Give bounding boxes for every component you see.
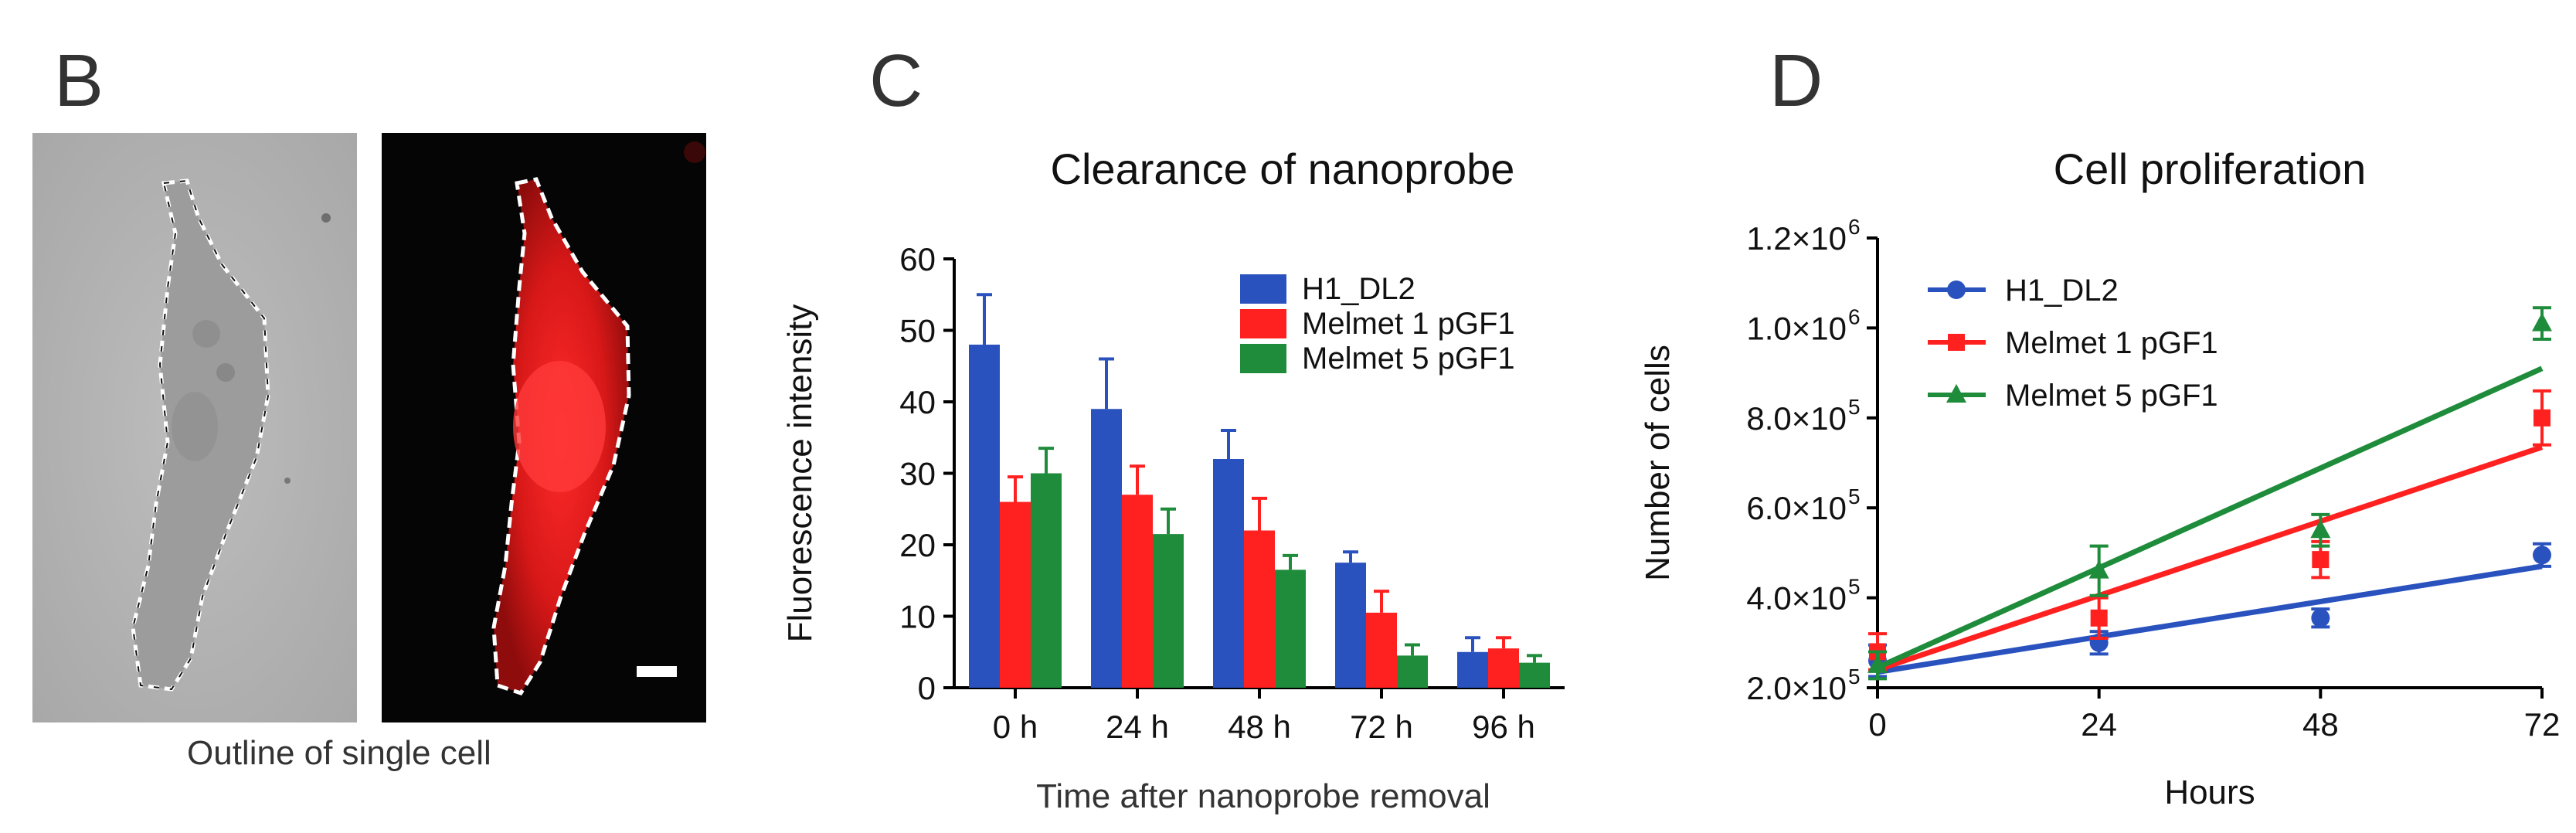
- chart-c-xtick-label: 96 h: [1472, 709, 1535, 745]
- bar: [1213, 459, 1244, 688]
- fit-line: [1876, 366, 2544, 671]
- chart-d-ylabel: Number of cells: [1639, 345, 1677, 581]
- chart-d-ytick-label: 1.0×10: [1746, 310, 1847, 346]
- bar: [1275, 570, 1306, 688]
- chart-d-ytick-label: 1.2×10: [1746, 220, 1847, 257]
- data-point: [2310, 519, 2331, 539]
- chart-d-ytick-exponent: 5: [1848, 395, 1861, 419]
- chart-c-ytick-label: 0: [918, 670, 936, 706]
- bar: [1153, 534, 1184, 688]
- fit-line: [1877, 563, 2543, 675]
- bar: [1000, 502, 1031, 688]
- chart-d-ytick-label: 8.0×10: [1746, 400, 1847, 437]
- chart-c-ytick-label: 10: [899, 599, 936, 635]
- chart-d-title: Cell proliferation: [2054, 144, 2367, 193]
- bar: [1122, 495, 1153, 688]
- bar: [1519, 662, 1550, 688]
- chart-d-ytick-exponent: 6: [1848, 304, 1861, 328]
- chart-c-xlabel: Time after nanoprobe removal: [1036, 777, 1490, 815]
- chart-c-xtick-label: 72 h: [1350, 709, 1413, 745]
- chart-d-ytick-label: 4.0×10: [1746, 580, 1847, 617]
- panel-b-letter: B: [54, 39, 104, 122]
- data-point: [2311, 608, 2330, 627]
- chart-c-ylabel: Fluorescence intensity: [781, 304, 819, 643]
- data-point: [2090, 609, 2108, 627]
- bar: [1031, 473, 1062, 688]
- chart-d-ytick-label: 2.0×10: [1746, 670, 1847, 706]
- chart-d-ytick-exponent: 6: [1848, 215, 1861, 239]
- chart-d-ytick-label: 6.0×10: [1746, 490, 1847, 526]
- panel-d-letter: D: [1769, 39, 1823, 122]
- data-point: [2088, 559, 2109, 579]
- legend-swatch: [1240, 274, 1286, 304]
- legend-label: H1_DL2: [2005, 274, 2119, 308]
- legend-label: H1_DL2: [1302, 272, 1415, 306]
- bar: [1335, 563, 1366, 688]
- chart-c-xtick-label: 48 h: [1228, 709, 1291, 745]
- data-point: [1948, 334, 1965, 351]
- chart-d-xtick-label: 48: [2302, 706, 2339, 743]
- bar: [1091, 409, 1122, 688]
- bar: [1397, 655, 1428, 688]
- chart-c-title: Clearance of nanoprobe: [1051, 144, 1515, 193]
- chart-c-ytick-label: 60: [899, 241, 936, 277]
- chart-d-xtick-label: 0: [1868, 706, 1886, 743]
- panel-c-letter: C: [869, 39, 923, 122]
- legend-swatch: [1240, 309, 1286, 338]
- data-point: [1867, 654, 1888, 673]
- chart-c-ytick-label: 50: [899, 313, 936, 349]
- fluorescence-cell-image: [382, 133, 706, 722]
- data-point: [1947, 280, 1966, 299]
- chart-d-xtick-label: 72: [2524, 706, 2561, 743]
- data-point: [2533, 546, 2551, 565]
- chart-d-ytick-exponent: 5: [1848, 575, 1861, 599]
- chart-d-ytick-exponent: 5: [1848, 665, 1861, 688]
- bar: [1366, 612, 1397, 688]
- chart-d-xtick-label: 24: [2081, 706, 2117, 743]
- legend-label: Melmet 1 pGF1: [2005, 326, 2218, 360]
- chart-c-ytick-label: 20: [899, 527, 936, 563]
- fit-line: [1876, 444, 2544, 673]
- chart-c-ytick-label: 30: [899, 456, 936, 492]
- chart-d-xlabel: Hours: [2164, 774, 2255, 811]
- brightfield-cell-image: [32, 133, 357, 722]
- scale-bar: [637, 666, 677, 677]
- chart-c-xtick-label: 0 h: [993, 709, 1038, 745]
- legend-label: Melmet 5 pGF1: [1302, 342, 1515, 376]
- legend-swatch: [1240, 344, 1286, 373]
- legend-label: Melmet 5 pGF1: [2005, 379, 2218, 413]
- bar: [969, 345, 1000, 688]
- legend-label: Melmet 1 pGF1: [1302, 307, 1515, 341]
- data-point: [2534, 409, 2551, 427]
- chart-c-ytick-label: 40: [899, 384, 936, 420]
- data-point: [2312, 551, 2330, 569]
- data-point: [1946, 384, 1966, 403]
- bar: [1244, 530, 1275, 688]
- bar: [1457, 651, 1488, 688]
- bar: [1488, 648, 1519, 688]
- data-point: [2532, 312, 2552, 332]
- panel-b-caption: Outline of single cell: [187, 734, 491, 772]
- chart-d-ytick-exponent: 5: [1848, 484, 1861, 508]
- chart-c-xtick-label: 24 h: [1106, 709, 1169, 745]
